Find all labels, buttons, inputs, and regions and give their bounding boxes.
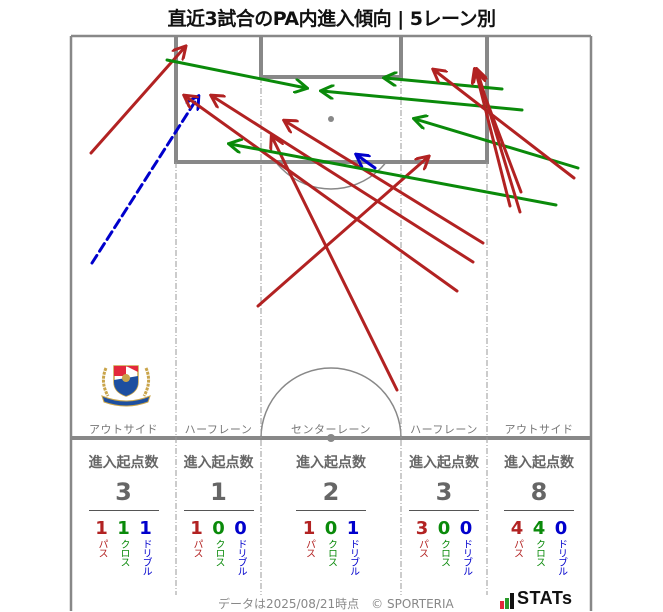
lane-stats-left-halfspace: 進入起点数 1 1 パス 0 クロス 0 ドリブル (176, 452, 261, 575)
pass-count: 1 (302, 518, 316, 539)
stat-total: 1 (210, 478, 227, 506)
cross-label: クロス (213, 539, 224, 566)
pass-arrow (89, 47, 185, 155)
dribble-label: ドリブル (460, 539, 472, 575)
bar-chart-icon (500, 593, 514, 609)
lane-label-right-halfspace: ハーフレーン (410, 423, 478, 436)
stat-total: 8 (530, 478, 548, 506)
lane-stats-center: 進入起点数 2 1 パス 0 クロス 1 ドリブル (261, 452, 401, 575)
divider (296, 510, 366, 511)
lane-label-left-outside: アウトサイド (89, 423, 158, 436)
lane-label-center: センターレーン (291, 423, 371, 436)
dribble-count: 1 (346, 518, 360, 539)
stat-header: 進入起点数 (409, 455, 479, 471)
entry-arrows (89, 47, 580, 392)
dribble-count: 1 (139, 518, 152, 539)
team-crest-icon (101, 365, 151, 407)
lane-stats-left-outside: 進入起点数 3 1 パス 1 クロス 1 ドリブル (71, 452, 176, 575)
stat-header: 進入起点数 (183, 455, 254, 471)
lane-label-right-outside: アウトサイド (504, 423, 574, 436)
dribble-count: 0 (234, 518, 247, 539)
dribble-label: ドリブル (140, 539, 151, 575)
dribble-count: 0 (459, 518, 473, 539)
stat-total: 2 (322, 478, 340, 506)
dribble-label: ドリブル (235, 539, 246, 575)
pass-arrow (285, 121, 485, 245)
data-note: データは2025/08/21時点 © SPORTERIA (218, 597, 454, 611)
cross-count: 0 (324, 518, 338, 539)
cross-label: クロス (533, 539, 545, 566)
divider (88, 510, 159, 511)
pass-label: パス (416, 539, 428, 557)
cross-count: 1 (117, 518, 130, 539)
cross-label: クロス (438, 539, 450, 566)
dribble-label: ドリブル (555, 539, 567, 575)
dribble-label: ドリブル (347, 539, 359, 575)
pass-arrow (272, 137, 399, 392)
cross-label: クロス (118, 539, 129, 566)
pass-arrow (212, 96, 475, 264)
cross-arrow (385, 78, 504, 91)
lane-stats-right-halfspace: 進入起点数 3 3 パス 0 クロス 0 ドリブル (401, 452, 487, 575)
divider (409, 510, 479, 511)
dribble-arrow (90, 97, 198, 265)
pitch-lines (69, 34, 593, 611)
stat-header: 進入起点数 (504, 455, 574, 471)
pass-label: パス (191, 539, 202, 557)
pass-arrow (476, 72, 512, 208)
stat-total: 3 (115, 478, 132, 506)
pass-arrow (185, 96, 459, 293)
pass-count: 4 (510, 518, 524, 539)
brand-name: STATs (517, 588, 573, 608)
dribble-count: 0 (554, 518, 568, 539)
pass-arrow (434, 70, 576, 180)
cross-arrow (230, 144, 558, 207)
divider (504, 510, 574, 511)
stat-header: 進入起点数 (88, 455, 159, 471)
pass-count: 3 (415, 518, 429, 539)
pass-label: パス (511, 539, 523, 557)
pass-label: パス (96, 539, 107, 557)
chart-title: 直近3試合のPA内進入傾向 | 5レーン別 (167, 8, 496, 30)
cross-count: 0 (437, 518, 451, 539)
stat-total: 3 (435, 478, 453, 506)
lane-stats-right-outside: 進入起点数 8 4 パス 4 クロス 0 ドリブル (487, 452, 591, 575)
lane-label-left-halfspace: ハーフレーン (184, 423, 253, 436)
pass-count: 1 (190, 518, 203, 539)
cross-arrow (322, 91, 524, 112)
stat-header: 進入起点数 (296, 455, 366, 471)
pass-label: パス (303, 539, 315, 557)
dribble-arrow (357, 155, 377, 170)
cross-count: 0 (212, 518, 225, 539)
divider (183, 510, 254, 511)
cross-label: クロス (325, 539, 337, 566)
pass-count: 1 (95, 518, 108, 539)
pass-arrow (256, 157, 428, 308)
stats-brand: STATs (500, 588, 573, 609)
cross-count: 4 (532, 518, 546, 539)
cross-arrow (165, 58, 306, 88)
pass-arrow (477, 70, 522, 214)
